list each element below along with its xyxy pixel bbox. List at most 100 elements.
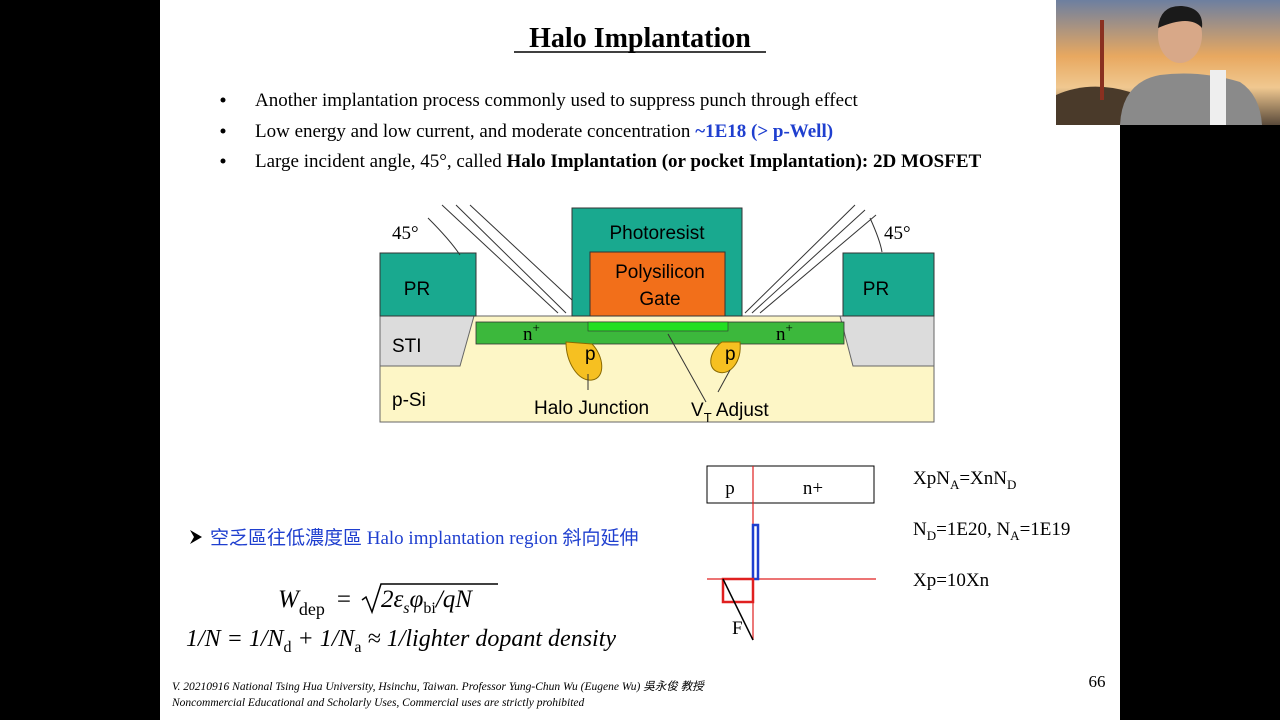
subscript: a xyxy=(354,639,361,656)
label-part: Adjust xyxy=(712,400,770,421)
bullet-text: Large incident angle, 45°, called xyxy=(255,151,507,172)
pr-block xyxy=(842,252,935,317)
formula-part: φ xyxy=(410,586,424,613)
label: VT Adjust xyxy=(691,400,769,425)
formula-part: qN xyxy=(443,586,474,613)
note-arrow xyxy=(190,530,202,544)
subscript: D xyxy=(927,528,936,543)
line-art xyxy=(441,204,559,314)
line-art xyxy=(717,369,731,393)
label: n+ xyxy=(776,320,793,345)
label: n+ xyxy=(803,478,823,499)
superscript: + xyxy=(533,320,540,335)
line-art xyxy=(667,333,707,403)
formula-part: + 1/N xyxy=(292,626,357,652)
bullet: Large incident angle, 45°, called Halo I… xyxy=(255,151,982,172)
eq-part: =XnN xyxy=(959,468,1007,489)
subscript: d xyxy=(284,639,292,656)
halo-pocket xyxy=(565,341,603,381)
line-art xyxy=(751,209,866,314)
subscript: bi xyxy=(423,600,436,617)
equation: ND=1E20, NA=1E19 xyxy=(913,519,1070,543)
formula-part: = xyxy=(337,586,351,613)
eq-part: =1E19 xyxy=(1020,519,1071,540)
label: Polysilicon xyxy=(615,262,705,283)
label: n+ xyxy=(523,320,540,345)
junction-box xyxy=(706,465,875,504)
label: STI xyxy=(392,336,422,357)
junction-diagram: p n+ F xyxy=(706,465,876,641)
title: Halo Implantation xyxy=(529,23,751,54)
equations: XpNA=XnND ND=1E20, NA=1E19 Xp=10Xn xyxy=(913,468,1070,591)
formula: 1/N = 1/Nd + 1/Na ≈ 1/lighter dopant den… xyxy=(186,626,616,656)
equation: Xp=10Xn xyxy=(913,570,990,591)
note: 空乏區往低濃度區 Halo implantation region 斜向延伸 xyxy=(210,527,639,549)
poly-gate xyxy=(589,251,726,317)
bullet-text: Another implantation process commonly us… xyxy=(255,90,858,111)
label: PR xyxy=(863,279,889,300)
formula-part: / xyxy=(434,586,445,613)
footer: Noncommercial Educational and Scholarly … xyxy=(171,697,584,709)
bullet-dot xyxy=(220,97,226,103)
eq-part: N xyxy=(913,519,927,540)
formula-part: 2ε xyxy=(381,586,404,613)
person-hair xyxy=(1158,5,1203,28)
line-art xyxy=(759,214,877,314)
formula-part: W xyxy=(278,586,301,613)
eq-part: =1E20, N xyxy=(936,519,1010,540)
label-part: n xyxy=(523,324,533,345)
label: p-Si xyxy=(392,390,426,411)
formula: Wdep = 2εsφbi/qN xyxy=(278,586,473,619)
formula-part: lighter dopant density xyxy=(405,626,616,652)
eq-part: XpN xyxy=(913,468,950,489)
label-part: V xyxy=(691,400,704,421)
hills xyxy=(1056,86,1130,125)
subscript: A xyxy=(950,477,960,492)
angle-label: 45° xyxy=(392,223,419,244)
label: Halo Junction xyxy=(534,398,649,419)
person-body xyxy=(1120,73,1262,125)
line-art xyxy=(427,217,461,256)
label: p xyxy=(725,478,735,499)
bullet-bold: Halo Implantation (or pocket Implantatio… xyxy=(507,151,982,172)
angle-label: 45° xyxy=(884,223,911,244)
diagram-labels: 45° 45° Photoresist Polysilicon Gate PR … xyxy=(392,223,911,425)
bullet-dot xyxy=(220,128,226,134)
person-scarf xyxy=(1210,70,1226,125)
equation: XpNA=XnND xyxy=(913,468,1016,492)
label: Gate xyxy=(639,289,680,310)
formula-part: 1/N = 1/N xyxy=(186,626,286,652)
mosfet-diagram: 45° 45° Photoresist Polysilicon Gate PR … xyxy=(379,204,935,425)
charge-n xyxy=(751,523,760,581)
bullet-text: Low energy and low current, and moderate… xyxy=(255,121,695,142)
halo-pocket xyxy=(710,341,741,374)
bullets: Another implantation process commonly us… xyxy=(220,90,982,172)
page-number: 66 xyxy=(1089,672,1106,691)
formula-part: ≈ 1/ xyxy=(362,626,408,652)
subscript: dep xyxy=(299,599,325,619)
label: PR xyxy=(404,279,430,300)
subscript: s xyxy=(403,600,409,617)
implant-arrows xyxy=(427,204,883,403)
bullet-dot xyxy=(220,158,226,164)
field-line xyxy=(722,578,754,641)
bridge-tower xyxy=(1100,20,1104,100)
charge-p xyxy=(721,577,755,604)
footer: V. 20210916 National Tsing Hua Universit… xyxy=(172,680,705,693)
line-art xyxy=(469,204,573,301)
eq-part: Xp=10Xn xyxy=(913,570,990,591)
superscript: + xyxy=(786,320,793,335)
pr-block xyxy=(379,252,477,317)
subscript: T xyxy=(704,410,712,425)
label: Photoresist xyxy=(609,223,705,244)
sti-right xyxy=(839,315,935,367)
line-art xyxy=(869,217,883,253)
sqrt-sign xyxy=(361,583,498,615)
subscript: A xyxy=(1010,528,1020,543)
bullet-highlight: ~1E18 (> p-Well) xyxy=(695,121,833,142)
bullet: Low energy and low current, and moderate… xyxy=(255,121,833,142)
webcam xyxy=(1056,0,1280,125)
line-art xyxy=(455,204,567,314)
